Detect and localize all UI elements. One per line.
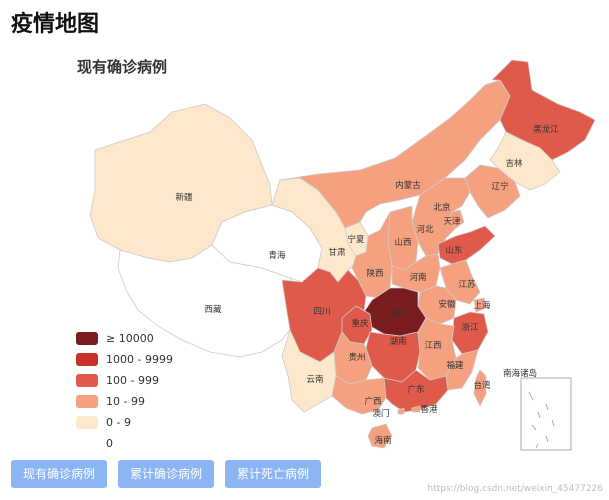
- map-legend: ≥ 10000 1000 - 9999 100 - 999 10 - 99 0 - 9 0: [76, 328, 173, 454]
- province-label: 香港: [420, 404, 438, 415]
- legend-label: 0: [106, 437, 113, 450]
- map-title: 现有确诊病例: [77, 58, 168, 76]
- province-label: 南海诸岛: [503, 368, 537, 379]
- legend-swatch: [76, 374, 98, 387]
- legend-label: 100 - 999: [106, 374, 159, 387]
- watermark: https://blog.csdn.net/weixin_45477226: [427, 484, 603, 494]
- province-label: 陕西: [366, 268, 383, 279]
- legend-swatch: [76, 332, 98, 345]
- province-label: 广东: [407, 384, 424, 395]
- province-12[interactable]: [411, 177, 471, 257]
- province-label: 上海: [473, 300, 491, 311]
- province-label: 浙江: [461, 322, 479, 333]
- province-label: 内蒙古: [395, 180, 421, 191]
- legend-swatch: [76, 437, 98, 450]
- province-label: 重庆: [351, 318, 369, 329]
- province-label: 山西: [394, 237, 411, 248]
- legend-item[interactable]: 0 - 9: [76, 412, 173, 433]
- province-label: 江苏: [458, 279, 476, 290]
- province-9[interactable]: [464, 164, 521, 219]
- province-label: 安徽: [438, 299, 456, 310]
- tab-button-1[interactable]: 现有确诊病例: [11, 460, 108, 488]
- province-label: 西藏: [204, 304, 222, 315]
- province-7[interactable]: [491, 59, 596, 161]
- legend-swatch: [76, 395, 98, 408]
- province-label: 天津: [443, 216, 461, 227]
- province-34[interactable]: [367, 423, 393, 449]
- province-label: 甘肃: [328, 247, 346, 258]
- legend-item[interactable]: 10 - 99: [76, 391, 173, 412]
- province-label: 河北: [416, 224, 434, 235]
- province-15[interactable]: [437, 225, 496, 265]
- province-label: 新疆: [175, 192, 193, 203]
- province-label: 青海: [268, 250, 286, 261]
- province-label: 山东: [445, 245, 462, 256]
- province-label: 辽宁: [491, 181, 508, 192]
- province-label: 福建: [446, 360, 464, 371]
- province-6[interactable]: [279, 79, 511, 229]
- legend-label: 0 - 9: [106, 416, 131, 429]
- legend-item[interactable]: 1000 - 9999: [76, 349, 173, 370]
- province-label: 湖北: [389, 308, 407, 318]
- province-33[interactable]: [411, 405, 421, 413]
- province-19[interactable]: [473, 297, 487, 313]
- province-23[interactable]: [451, 311, 489, 355]
- province-label: 台湾: [473, 380, 491, 391]
- province-label: 黑龙江: [533, 124, 559, 135]
- province-label: 澳门: [372, 408, 389, 419]
- province-label: 吉林: [505, 158, 523, 169]
- province-label: 河南: [409, 272, 426, 283]
- legend-label: ≥ 10000: [106, 332, 154, 345]
- province-label: 四川: [313, 307, 330, 317]
- province-label: 贵州: [348, 352, 365, 363]
- province-label: 宁夏: [347, 234, 365, 245]
- legend-item[interactable]: ≥ 10000: [76, 328, 173, 349]
- province-label: 云南: [306, 374, 323, 385]
- south-china-sea-inset: [520, 377, 572, 451]
- province-label: 北京: [433, 202, 450, 213]
- province-2[interactable]: [117, 244, 303, 358]
- province-29[interactable]: [331, 375, 387, 415]
- legend-item[interactable]: 0: [76, 433, 173, 454]
- province-32[interactable]: [397, 407, 405, 415]
- province-label: 广西: [364, 396, 381, 407]
- province-31[interactable]: [473, 369, 487, 407]
- tab-button-3[interactable]: 累计死亡病例: [225, 460, 322, 488]
- province-27[interactable]: [445, 349, 479, 391]
- tab-bar: 现有确诊病例 累计确诊病例 累计死亡病例: [11, 460, 322, 488]
- page-title: 疫情地图: [11, 12, 100, 37]
- province-28[interactable]: [281, 329, 337, 413]
- legend-swatch: [76, 353, 98, 366]
- legend-swatch: [76, 416, 98, 429]
- legend-label: 10 - 99: [106, 395, 145, 408]
- province-label: 江西: [424, 341, 441, 351]
- legend-item[interactable]: 100 - 999: [76, 370, 173, 391]
- province-30[interactable]: [383, 369, 449, 413]
- tab-button-2[interactable]: 累计确诊病例: [118, 460, 215, 488]
- legend-label: 1000 - 9999: [106, 353, 173, 366]
- province-label: 湖南: [389, 336, 406, 347]
- province-label: 海南: [374, 435, 391, 446]
